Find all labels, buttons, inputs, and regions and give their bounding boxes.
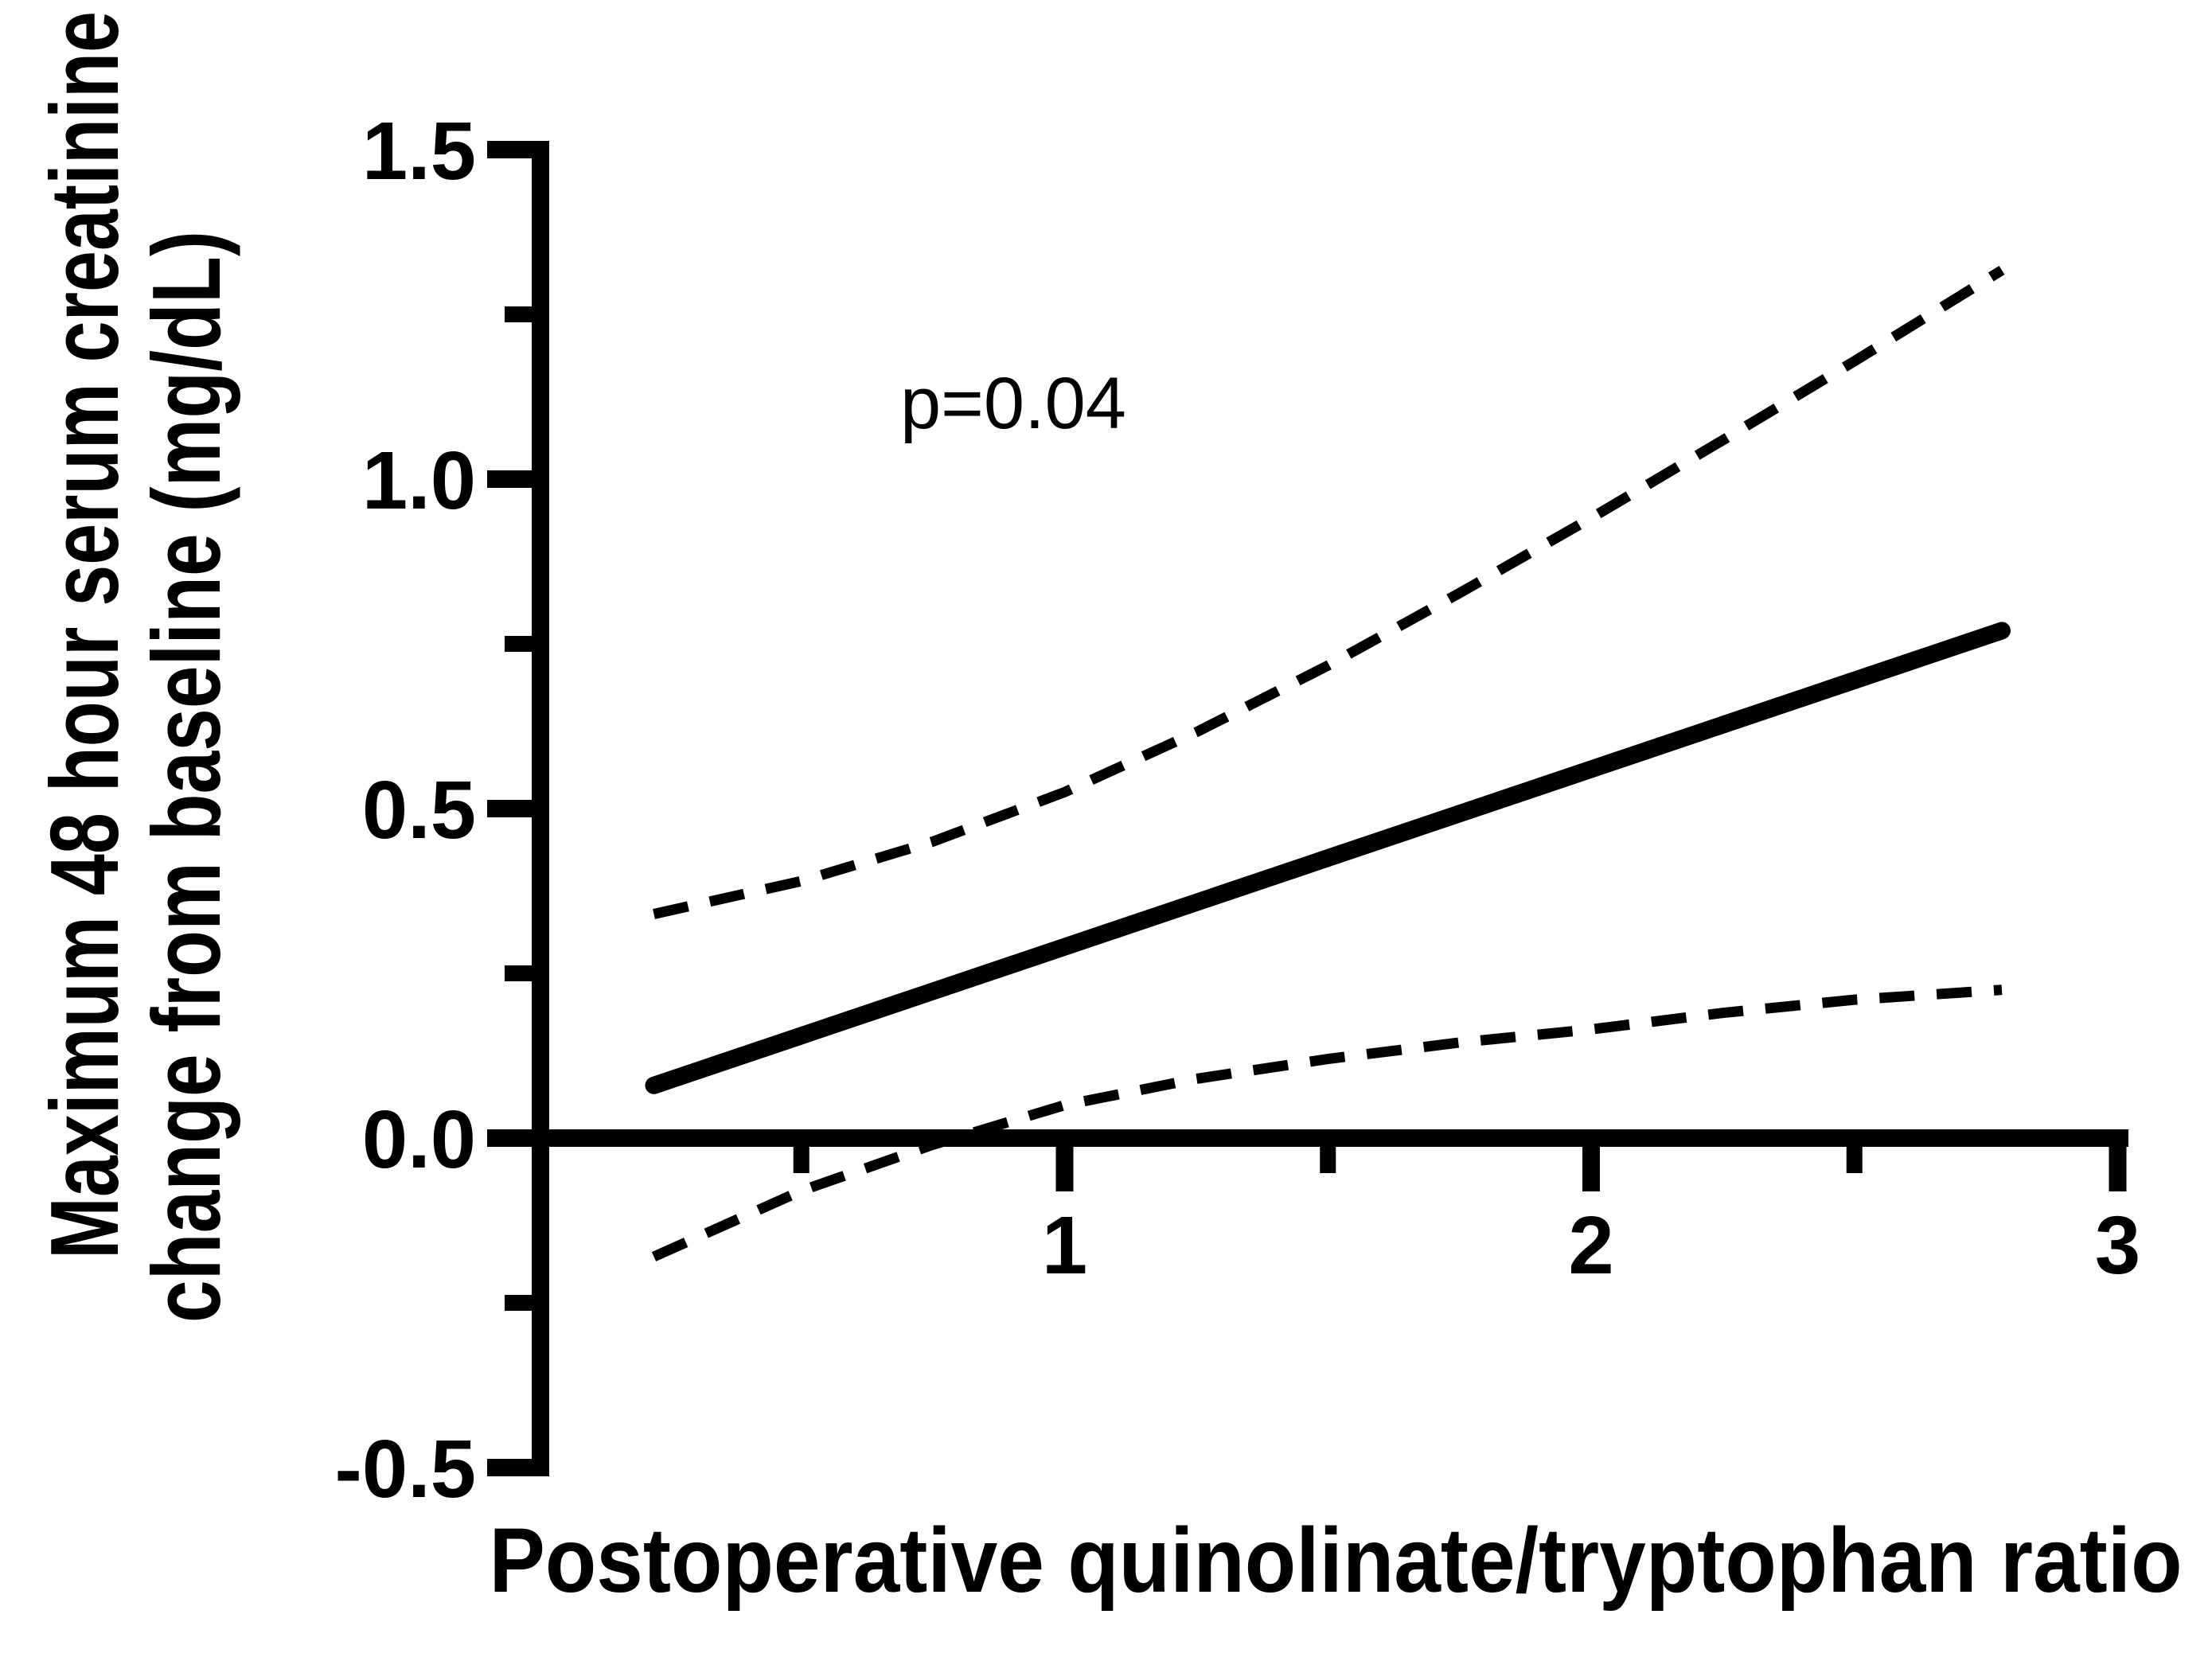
p-value-annotation: p=0.04 <box>900 363 1126 444</box>
x-tick-label: 2 <box>1568 1199 1613 1291</box>
y-tick-label: -0.5 <box>335 1423 476 1515</box>
x-axis: 1 2 3 <box>529 1129 2140 1291</box>
y-axis-minor-ticks <box>505 306 540 1311</box>
x-tick-label: 1 <box>1042 1199 1087 1291</box>
y-axis-major-ticks <box>487 141 540 1476</box>
y-axis-title-line-1: Maximum 48 hour serum creatinine <box>30 11 138 1259</box>
ci-upper-line <box>653 265 2005 919</box>
y-tick-label: 0.0 <box>362 1094 476 1185</box>
y-tick-label: 1.5 <box>362 105 476 197</box>
y-axis-title: Maximum 48 hour serum creatinine change … <box>30 11 240 1323</box>
x-axis-minor-ticks <box>793 1138 1863 1173</box>
regression-line <box>645 622 2011 1094</box>
y-tick-label: 0.5 <box>362 764 476 856</box>
y-axis-title-line-2: change from baseline (mg/dL) <box>132 231 240 1323</box>
x-axis-tick-labels: 1 2 3 <box>1042 1199 2140 1291</box>
x-axis-major-ticks <box>1055 1138 2127 1191</box>
y-tick-label: 1.0 <box>362 435 476 526</box>
x-axis-title: Postoperative quinolinate/tryptophan rat… <box>490 1510 2183 1612</box>
ci-lower-line <box>651 984 2003 1261</box>
y-axis: 1.5 1.0 0.5 0.0 -0.5 <box>335 105 549 1515</box>
plot-series <box>645 265 2011 1261</box>
x-tick-label: 3 <box>2095 1199 2140 1291</box>
y-axis-tick-labels: 1.5 1.0 0.5 0.0 -0.5 <box>335 105 476 1515</box>
